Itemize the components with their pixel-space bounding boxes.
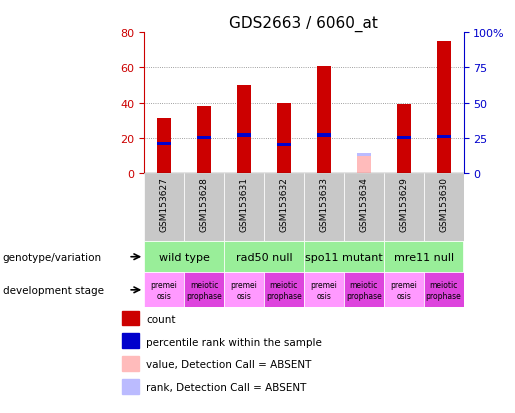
Bar — [317, 134, 331, 137]
Bar — [304, 173, 344, 242]
Bar — [437, 135, 451, 139]
Text: development stage: development stage — [3, 285, 104, 295]
Bar — [122, 379, 139, 394]
Bar — [224, 242, 304, 273]
Text: mre11 null: mre11 null — [393, 252, 454, 262]
Bar — [304, 273, 344, 308]
Text: value, Detection Call = ABSENT: value, Detection Call = ABSENT — [146, 359, 312, 370]
Bar — [397, 105, 410, 173]
Text: premei
osis: premei osis — [231, 280, 258, 300]
Bar — [384, 242, 464, 273]
Bar — [144, 173, 184, 242]
Bar — [122, 311, 139, 325]
Bar — [423, 273, 464, 308]
Bar — [384, 273, 423, 308]
Text: GSM153632: GSM153632 — [280, 177, 288, 232]
Bar — [317, 66, 331, 173]
Text: meiotic
prophase: meiotic prophase — [346, 280, 382, 300]
Text: spo11 mutant: spo11 mutant — [305, 252, 383, 262]
Bar — [144, 242, 224, 273]
Text: premei
osis: premei osis — [151, 280, 178, 300]
Text: premei
osis: premei osis — [390, 280, 417, 300]
Bar — [157, 142, 171, 146]
Bar — [184, 273, 224, 308]
Text: GSM153630: GSM153630 — [439, 177, 448, 232]
Bar — [384, 173, 423, 242]
Bar — [122, 334, 139, 348]
Text: GSM153627: GSM153627 — [160, 177, 168, 232]
Text: count: count — [146, 314, 176, 324]
Bar — [224, 173, 264, 242]
Text: premei
osis: premei osis — [311, 280, 337, 300]
Text: GSM153629: GSM153629 — [399, 177, 408, 232]
Text: GSM153631: GSM153631 — [239, 177, 248, 232]
Text: GSM153633: GSM153633 — [319, 177, 328, 232]
Bar — [197, 137, 211, 140]
Bar — [264, 273, 304, 308]
Bar — [157, 119, 171, 173]
Text: percentile rank within the sample: percentile rank within the sample — [146, 337, 322, 347]
Bar — [184, 173, 224, 242]
Text: rank, Detection Call = ABSENT: rank, Detection Call = ABSENT — [146, 382, 306, 392]
Bar — [344, 273, 384, 308]
Bar — [237, 86, 251, 173]
Text: meiotic
prophase: meiotic prophase — [266, 280, 302, 300]
Text: meiotic
prophase: meiotic prophase — [426, 280, 461, 300]
Text: genotype/variation: genotype/variation — [3, 252, 101, 262]
Bar — [357, 154, 371, 173]
Text: meiotic
prophase: meiotic prophase — [186, 280, 222, 300]
Bar — [277, 144, 291, 147]
Bar — [277, 103, 291, 173]
Text: wild type: wild type — [159, 252, 210, 262]
Text: rad50 null: rad50 null — [236, 252, 292, 262]
Bar — [344, 173, 384, 242]
Bar — [304, 242, 384, 273]
Text: GSM153628: GSM153628 — [200, 177, 209, 232]
Bar — [264, 173, 304, 242]
Bar — [224, 273, 264, 308]
Bar — [357, 154, 371, 157]
Text: GSM153634: GSM153634 — [359, 177, 368, 232]
Bar — [122, 356, 139, 371]
Bar — [423, 173, 464, 242]
Bar — [197, 107, 211, 173]
Bar — [144, 273, 184, 308]
Title: GDS2663 / 6060_at: GDS2663 / 6060_at — [229, 16, 379, 32]
Bar — [437, 42, 451, 173]
Bar — [397, 137, 410, 140]
Bar — [237, 134, 251, 137]
